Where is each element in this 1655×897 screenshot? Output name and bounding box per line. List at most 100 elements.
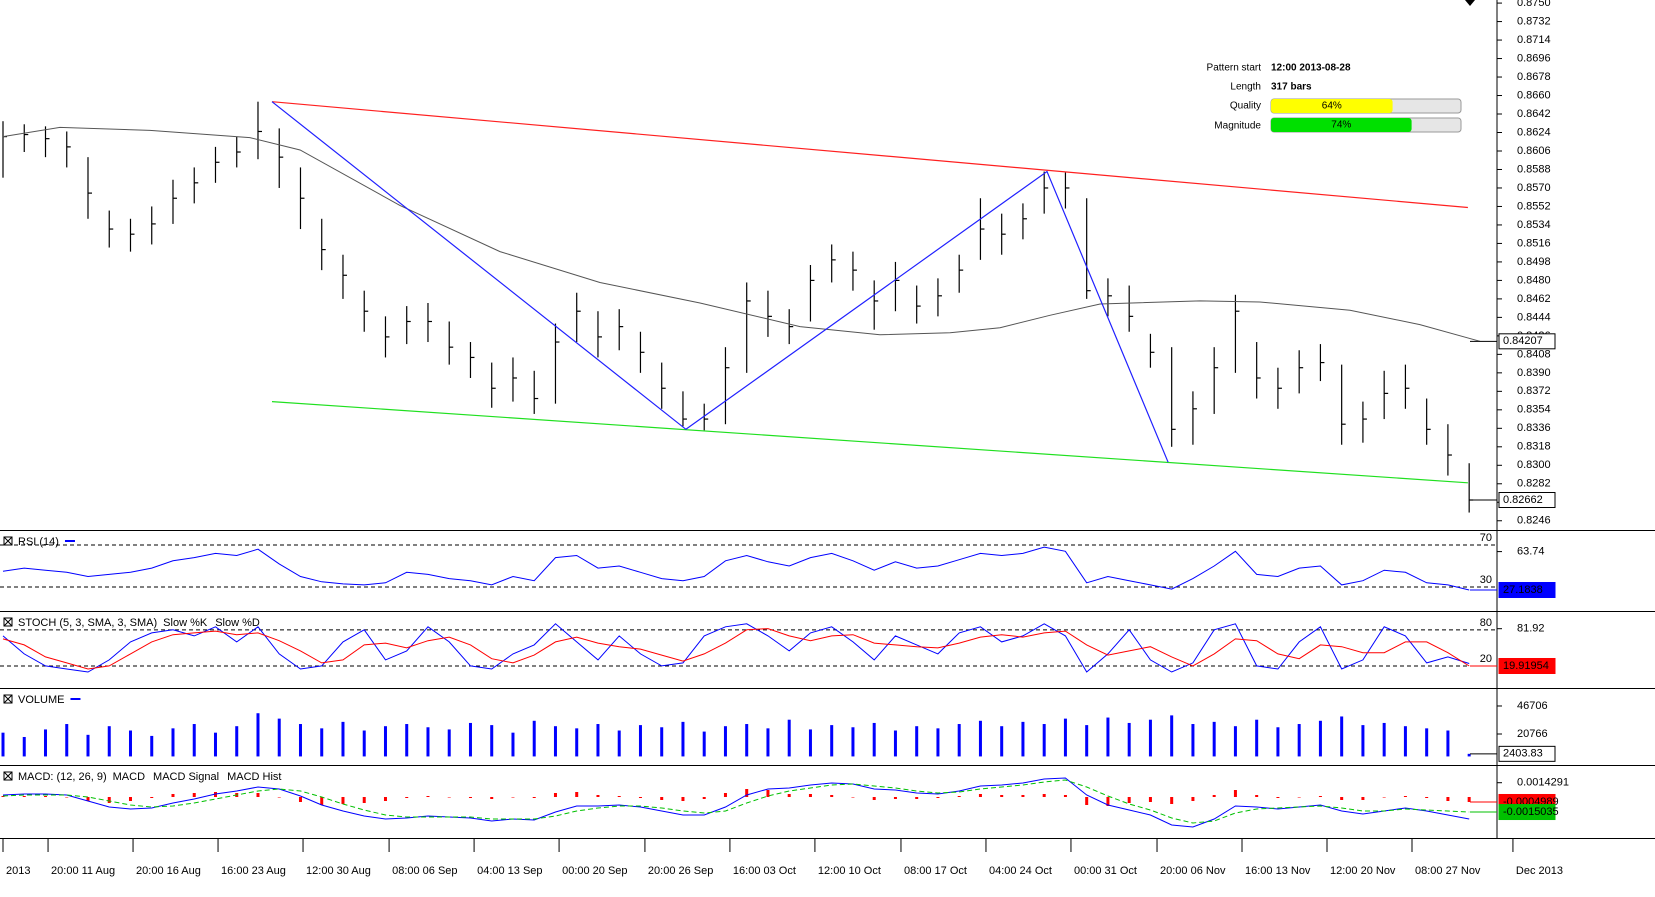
panel-title: VOLUME	[18, 694, 64, 706]
volume-bar	[1255, 719, 1259, 757]
volume-bar	[1446, 730, 1450, 757]
volume-bar	[192, 724, 196, 757]
y-tick-label: 0.8570	[1517, 182, 1551, 194]
volume-bar	[766, 728, 770, 757]
macd-hist-bar	[766, 790, 770, 797]
volume-bar	[957, 724, 961, 757]
macd-hist-bar	[1000, 795, 1004, 797]
y-tick-label: 0.8642	[1517, 108, 1551, 120]
info-bar-label: 74%	[1331, 120, 1351, 131]
y-tick-label: 0.8372	[1517, 385, 1551, 397]
volume-bar	[1276, 727, 1280, 757]
x-tick-label: 12:00 10 Oct	[818, 865, 881, 877]
macd-line	[2, 779, 1470, 824]
volume-bar	[553, 726, 557, 757]
volume-bar	[808, 729, 812, 757]
volume-bar	[681, 721, 685, 757]
volume-bar	[1340, 716, 1344, 757]
y-tick-label: 0.8660	[1517, 89, 1551, 101]
macd-hist-bar	[1021, 795, 1025, 797]
macd-hist-bar	[277, 797, 281, 798]
pattern-start: 12:00 2013-08-28	[1271, 63, 1351, 74]
volume-bar	[1000, 726, 1004, 757]
macd-hist-bar	[1446, 797, 1450, 801]
volume-bar	[1127, 722, 1131, 757]
legend-entry: Slow %D	[215, 617, 260, 629]
macd-hist-bar	[256, 793, 260, 797]
y-tick-label: 0.8318	[1517, 441, 1551, 453]
volume-bar	[575, 728, 579, 757]
volume-bar	[1233, 726, 1237, 757]
volume-bar	[617, 730, 621, 757]
scroll-marker	[1465, 0, 1475, 6]
info-label: Pattern start	[1207, 63, 1262, 74]
macd-hist-bar	[808, 794, 812, 797]
info-label: Length	[1230, 82, 1261, 93]
legend-entry: MACD	[113, 771, 145, 783]
macd-hist-bar	[383, 797, 387, 801]
volume-bar	[1467, 753, 1471, 757]
y-tick-label: 0.8624	[1517, 126, 1551, 138]
macd-hist-bar	[1063, 795, 1067, 797]
pattern-info: Pattern start Length Quality Magnitude 1…	[1207, 63, 1462, 133]
macd-line	[2, 777, 1470, 828]
y-tick-label: 0.8282	[1517, 478, 1551, 490]
macd-hist-bar	[426, 796, 430, 797]
panel-title: RSI (14)	[18, 536, 59, 548]
x-tick-label: 16:00 03 Oct	[733, 865, 796, 877]
macd-hist-bar	[171, 794, 175, 797]
volume-bar	[447, 729, 451, 757]
macd-hist-bar	[893, 797, 897, 799]
macd-hist-bar	[1297, 797, 1301, 798]
y-tick-label: 0.0014291	[1517, 777, 1569, 789]
moving-average	[2, 126, 1481, 342]
info-label: Magnitude	[1214, 121, 1261, 132]
volume-bar	[830, 725, 834, 757]
value-box	[1498, 492, 1556, 509]
macd-hist-bar	[1233, 790, 1237, 797]
value-box	[1498, 745, 1556, 762]
volume-bar	[320, 728, 324, 757]
volume-bar	[213, 732, 217, 757]
y-tick-label: 0.8606	[1517, 145, 1551, 157]
x-tick-label: 20:00 11 Aug	[51, 865, 115, 877]
x-tick-label: 2013	[6, 865, 30, 877]
volume-bar	[1063, 718, 1067, 757]
macd-hist-bar	[1382, 797, 1386, 798]
volume-bar	[1191, 724, 1195, 757]
macd-hist-bar	[362, 797, 366, 803]
volume-bar	[915, 726, 919, 757]
macd-hist-bar	[128, 797, 132, 801]
macd-hist-bar	[1127, 797, 1131, 803]
y-tick-label: 0.8480	[1517, 274, 1551, 286]
macd-hist-bar	[65, 797, 69, 798]
volume-bar	[1382, 722, 1386, 757]
volume-bar	[490, 725, 494, 757]
macd-hist-bar	[468, 797, 472, 798]
macd-hist-bar	[1340, 797, 1344, 800]
x-tick-label: 08:00 17 Oct	[904, 865, 967, 877]
volume-bar	[65, 724, 69, 757]
macd-hist-bar	[192, 793, 196, 797]
panel-icon-cross	[3, 771, 13, 781]
volume-bar	[1, 732, 5, 757]
y-tick-label: 0.8246	[1517, 515, 1551, 527]
macd-hist-bar	[1170, 797, 1174, 804]
macd-hist-bar	[86, 797, 90, 801]
value-box-label: 27.1838	[1503, 584, 1543, 596]
volume-bar	[1318, 720, 1322, 757]
volume-bar	[426, 727, 430, 757]
panel-icon-cross	[3, 694, 13, 704]
macd-hist-bar	[723, 793, 727, 797]
panel-icon	[3, 536, 13, 546]
volume-bar	[1021, 721, 1025, 757]
macd-hist-bar	[1318, 796, 1322, 797]
macd-hist-bar	[150, 797, 154, 798]
x-tick-label: 12:00 20 Nov	[1330, 865, 1396, 877]
macd-hist-bar	[511, 797, 515, 798]
volume-bar	[532, 720, 536, 757]
macd-hist-bar	[596, 795, 600, 797]
volume-bar	[298, 724, 302, 757]
value-box-label: -0.0015035	[1503, 806, 1559, 818]
